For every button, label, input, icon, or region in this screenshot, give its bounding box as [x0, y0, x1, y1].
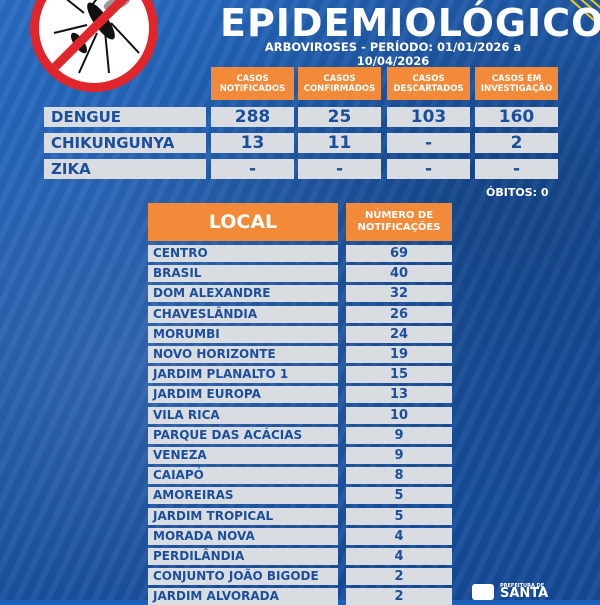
- table-row-local: NOVO HORIZONTE: [148, 346, 338, 363]
- cell-dengue-notificados: 288: [211, 107, 294, 127]
- table-row-local: CENTRO: [148, 245, 338, 262]
- table-row-local: PARQUE DAS ACÁCIAS: [148, 427, 338, 444]
- prefeitura-logo-icon: [472, 584, 494, 600]
- cell-chik-confirmados: 11: [298, 133, 381, 153]
- table-row-num: 40: [346, 265, 452, 282]
- table-row-local: VILA RICA: [148, 407, 338, 424]
- table-row-local: JARDIM EUROPA: [148, 386, 338, 403]
- page-title: EPIDEMIOLÓGICO: [220, 1, 600, 45]
- row-name-dengue: DENGUE: [44, 107, 206, 127]
- table-row-num: 8: [346, 467, 452, 484]
- table-row-num: 32: [346, 285, 452, 302]
- local-header: LOCAL: [148, 203, 338, 241]
- cell-zika-notificados: -: [211, 159, 294, 179]
- notificacoes-header: NÚMERO DE NOTIFICAÇÕES: [346, 203, 452, 241]
- decorative-stripes: [569, 0, 600, 27]
- table-row-num: 9: [346, 427, 452, 444]
- table-row-local: JARDIM PLANALTO 1: [148, 366, 338, 383]
- col-header-investigacao: CASOS EM INVESTIGAÇÃO: [475, 67, 558, 100]
- table-row-local: BRASIL: [148, 265, 338, 282]
- table-row-local: PERDILÂNDIA: [148, 548, 338, 565]
- table-row-local: DOM ALEXANDRE: [148, 285, 338, 302]
- table-row-num: 15: [346, 366, 452, 383]
- table-row-local: JARDIM ALVORADA: [148, 588, 338, 605]
- table-row-num: 5: [346, 487, 452, 504]
- table-row-local: MORUMBI: [148, 326, 338, 343]
- obitos-count: ÓBITOS: 0: [486, 186, 549, 199]
- table-row-num: 2: [346, 568, 452, 585]
- cell-dengue-investigacao: 160: [475, 107, 558, 127]
- table-row-local: CHAVESLÂNDIA: [148, 306, 338, 323]
- no-mosquito-icon: [30, 0, 158, 92]
- col-header-notificados: CASOS NOTIFICADOS: [211, 67, 294, 100]
- table-row-num: 2: [346, 588, 452, 605]
- prefeitura-logo: PREFEITURA DE SANTA: [472, 582, 562, 600]
- cell-chik-descartados: -: [387, 133, 470, 153]
- table-row-num: 9: [346, 447, 452, 464]
- row-name-zika: ZIKA: [44, 159, 206, 179]
- table-row-num: 10: [346, 407, 452, 424]
- table-row-local: MORADA NOVA: [148, 528, 338, 545]
- table-row-num: 4: [346, 528, 452, 545]
- table-row-num: 69: [346, 245, 452, 262]
- table-row-local: VENEZA: [148, 447, 338, 464]
- cell-chik-investigacao: 2: [475, 133, 558, 153]
- table-row-num: 4: [346, 548, 452, 565]
- cell-chik-notificados: 13: [211, 133, 294, 153]
- table-row-num: 19: [346, 346, 452, 363]
- table-row-num: 13: [346, 386, 452, 403]
- table-row-num: 5: [346, 508, 452, 525]
- prefeitura-big-text: SANTA: [500, 586, 549, 601]
- cell-zika-descartados: -: [387, 159, 470, 179]
- table-row-num: 26: [346, 306, 452, 323]
- table-row-local: CONJUNTO JOÃO BIGODE: [148, 568, 338, 585]
- prefeitura-small-text: PREFEITURA DE: [500, 583, 545, 589]
- cell-zika-confirmados: -: [298, 159, 381, 179]
- col-header-descartados: CASOS DESCARTADOS: [387, 67, 470, 100]
- cell-zika-investigacao: -: [475, 159, 558, 179]
- cell-dengue-confirmados: 25: [298, 107, 381, 127]
- row-name-chikungunya: CHIKUNGUNYA: [44, 133, 206, 153]
- table-row-local: JARDIM TROPICAL: [148, 508, 338, 525]
- page-subtitle: ARBOVIROSES - PERÍODO: 01/01/2026 a 10/0…: [264, 40, 522, 68]
- cell-dengue-descartados: 103: [387, 107, 470, 127]
- table-row-local: AMOREIRAS: [148, 487, 338, 504]
- table-row-num: 24: [346, 326, 452, 343]
- col-header-confirmados: CASOS CONFIRMADOS: [298, 67, 381, 100]
- table-row-local: CAIAPÓ: [148, 467, 338, 484]
